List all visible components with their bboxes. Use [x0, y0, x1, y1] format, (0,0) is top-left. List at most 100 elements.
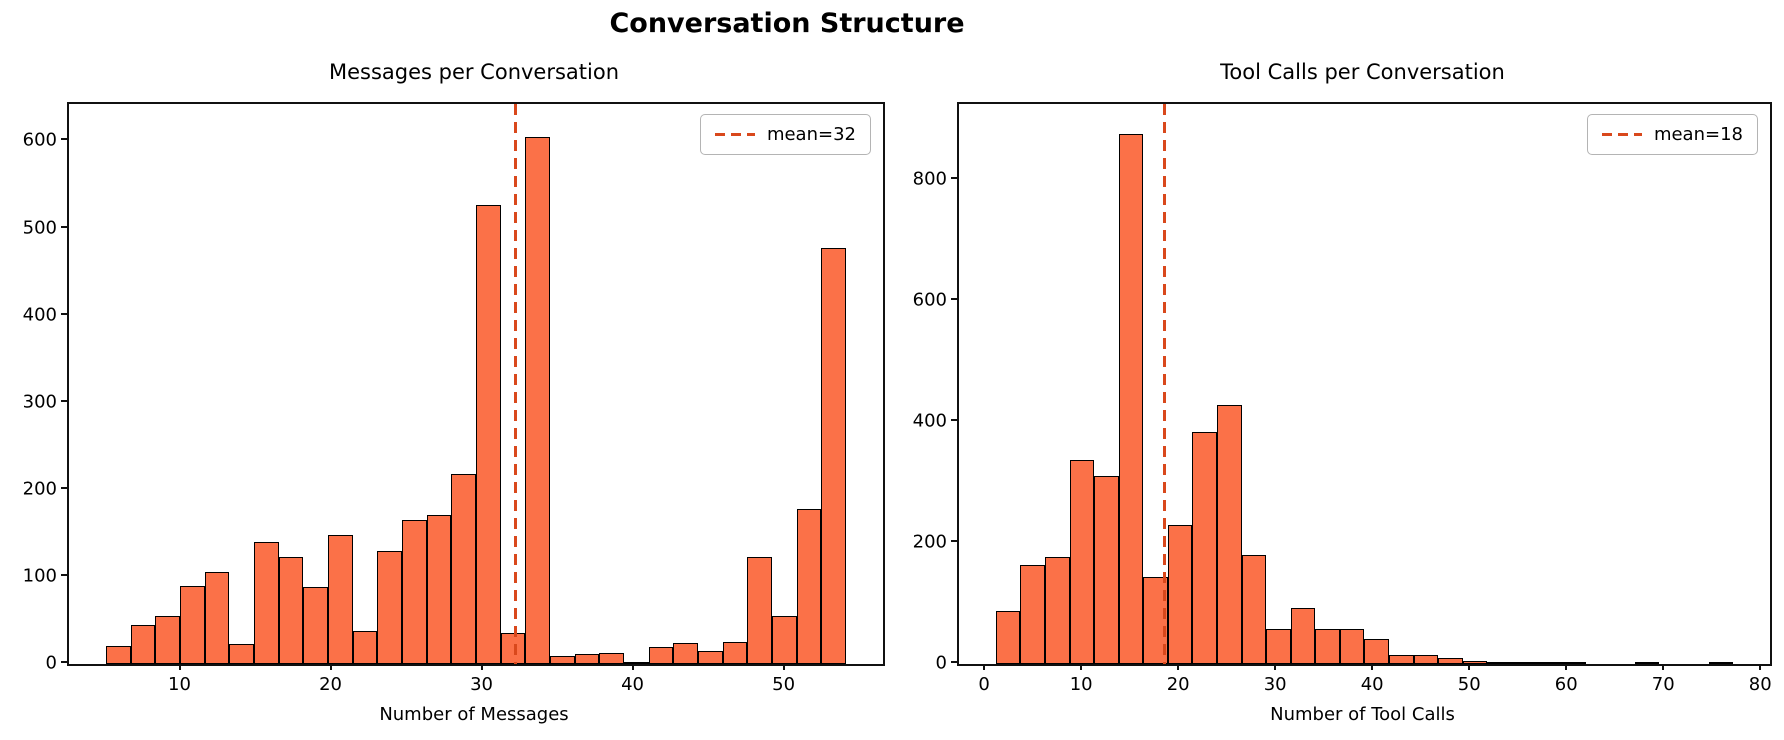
- histogram-bar: [352, 630, 378, 664]
- histogram-bar: [1192, 432, 1218, 664]
- x-tick-label: 40: [1360, 674, 1384, 695]
- histogram-bar: [179, 585, 205, 664]
- x-axis-tick: [983, 664, 986, 670]
- histogram-bar: [574, 654, 600, 664]
- x-tick-label: 30: [470, 674, 493, 695]
- histogram-bar: [771, 616, 797, 664]
- histogram-bar: [106, 645, 131, 664]
- x-tick-label: 20: [319, 674, 342, 695]
- x-tick-label: 80: [1748, 674, 1772, 695]
- histogram-bar: [1413, 654, 1439, 664]
- histogram-bar: [401, 520, 427, 664]
- histogram-bar: [821, 247, 846, 664]
- x-axis-tick: [1371, 664, 1374, 670]
- histogram-bar: [525, 137, 550, 664]
- histogram-bar: [1487, 662, 1512, 664]
- histogram-bar: [327, 535, 353, 664]
- histogram-bar: [1511, 662, 1537, 664]
- x-tick-label: 50: [772, 674, 796, 695]
- x-tick-label: 70: [1651, 674, 1675, 695]
- x-tick-label: 40: [621, 674, 645, 695]
- legend-dashed-line-sample: [714, 133, 755, 136]
- figure-title: Conversation Structure: [609, 8, 965, 39]
- legend-label: mean=32: [766, 124, 856, 145]
- histogram-bar: [1389, 654, 1414, 664]
- histogram-bar: [278, 556, 304, 664]
- x-axis-tick: [1565, 664, 1568, 670]
- histogram-bar: [1315, 629, 1340, 664]
- histogram-bar: [1708, 662, 1734, 664]
- histogram-bar: [426, 515, 452, 664]
- x-axis-tick: [1080, 664, 1083, 670]
- y-tick-label: 400: [22, 304, 57, 326]
- x-axis-tick: [1274, 664, 1277, 670]
- legend: mean=18: [1586, 114, 1758, 155]
- histogram-bar: [1045, 556, 1070, 664]
- x-tick-label: 30: [1263, 674, 1287, 695]
- histogram-bar: [1241, 555, 1267, 664]
- y-axis-tick: [61, 312, 67, 315]
- histogram-bar: [1118, 134, 1144, 664]
- histogram-bar: [500, 632, 526, 664]
- y-tick-label: 600: [22, 129, 57, 151]
- y-axis-tick: [951, 661, 957, 663]
- histogram-bar: [130, 624, 156, 664]
- y-tick-label: 200: [912, 531, 947, 553]
- subplot-title-0: Messages per Conversation: [328, 60, 620, 84]
- histogram-bar: [1069, 459, 1095, 664]
- x-tick-label: 50: [1457, 674, 1481, 695]
- y-tick-label: 0: [45, 652, 57, 674]
- x-axis-tick: [1468, 664, 1471, 670]
- mean-line: [513, 104, 517, 664]
- y-axis-tick: [61, 399, 67, 402]
- histogram-bar: [229, 643, 254, 664]
- plot-area-1: mean=18: [957, 102, 1772, 666]
- histogram-bar: [599, 652, 624, 664]
- histogram-bar: [155, 616, 180, 664]
- histogram-bar: [1438, 657, 1463, 664]
- x-tick-label: 20: [1166, 674, 1190, 695]
- y-axis-tick: [951, 418, 957, 421]
- x-axis-tick: [631, 664, 634, 670]
- histogram-bar: [722, 642, 748, 664]
- histogram-bar: [377, 550, 402, 664]
- histogram-bar: [475, 205, 501, 664]
- x-axis-label-0: Number of Messages: [379, 704, 569, 725]
- histogram-bar: [303, 587, 328, 664]
- y-tick-label: 300: [22, 391, 57, 413]
- y-tick-label: 200: [22, 478, 57, 500]
- histogram-bar: [1266, 628, 1291, 664]
- y-axis-tick: [61, 486, 67, 489]
- y-tick-label: 0: [935, 652, 947, 674]
- histogram-bar: [697, 650, 723, 664]
- histogram-bar: [1217, 405, 1242, 664]
- x-axis-label-1: Number of Tool Calls: [1270, 704, 1455, 725]
- histogram-bar: [451, 474, 476, 664]
- histogram-bar: [1094, 476, 1119, 664]
- x-tick-label: 0: [978, 674, 990, 695]
- histogram-bar: [1167, 524, 1193, 664]
- x-axis-tick: [329, 664, 332, 670]
- histogram-bar: [1339, 629, 1365, 664]
- x-axis-tick: [178, 664, 181, 670]
- x-tick-label: 10: [168, 674, 191, 695]
- x-axis-tick: [1662, 664, 1665, 670]
- x-axis-tick: [480, 664, 483, 670]
- y-tick-label: 800: [912, 168, 947, 190]
- x-axis-tick: [782, 664, 785, 670]
- y-tick-label: 600: [912, 289, 947, 311]
- histogram-bar: [1536, 662, 1562, 664]
- legend-dashed-line-sample: [1601, 133, 1642, 136]
- histogram-bar: [623, 662, 649, 664]
- histogram-bar: [1561, 662, 1586, 664]
- mean-line: [1162, 104, 1166, 664]
- legend-label: mean=18: [1653, 124, 1743, 145]
- histogram-bar: [204, 571, 230, 664]
- y-tick-label: 100: [22, 565, 57, 587]
- y-tick-label: 500: [22, 217, 57, 239]
- histogram-bar: [995, 611, 1021, 664]
- y-axis-tick: [951, 297, 957, 300]
- y-axis-tick: [61, 661, 67, 663]
- x-tick-label: 60: [1554, 674, 1578, 695]
